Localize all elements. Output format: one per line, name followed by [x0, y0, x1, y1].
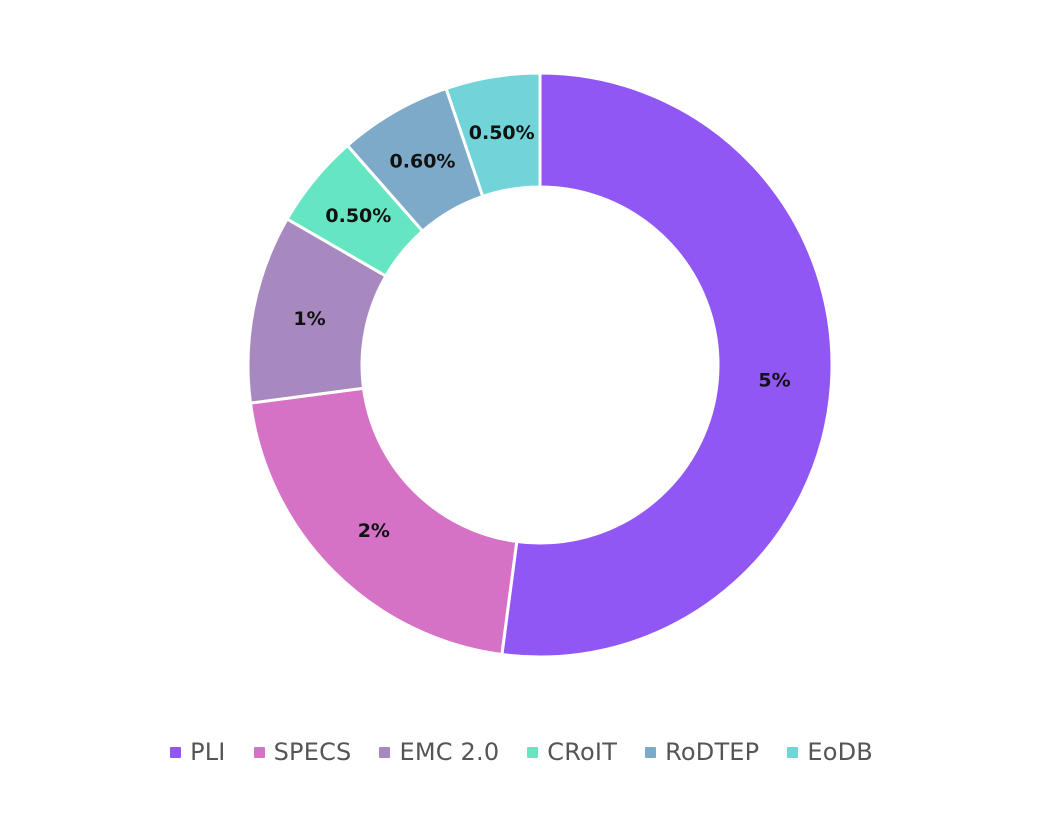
legend-item-rodtep[interactable]: RoDTEP [645, 738, 759, 766]
legend-label-pli: PLI [190, 738, 226, 766]
slice-label-croit: 0.50% [325, 205, 391, 227]
legend-swatch-emc-2-0 [379, 746, 391, 758]
slice-pli[interactable] [500, 71, 834, 659]
slice-eodb[interactable] [444, 71, 542, 199]
legend-item-croit[interactable]: CRoIT [527, 738, 617, 766]
slice-label-rodtep: 0.60% [390, 150, 456, 172]
slice-labels-group: 5% 2% 1% 0.50% 0.60% 0.50% [293, 122, 790, 542]
chart-legend: PLI SPECS EMC 2.0 CRoIT RoDTEP EoDB [0, 732, 1043, 772]
legend-label-specs: SPECS [273, 738, 352, 766]
legend-label-rodtep: RoDTEP [665, 738, 760, 766]
legend-swatch-croit [527, 746, 539, 758]
slice-label-specs: 2% [358, 520, 390, 542]
legend-swatch-eodb [787, 746, 799, 758]
slice-specs[interactable] [248, 386, 519, 657]
legend-label-eodb: EoDB [807, 738, 873, 766]
slice-label-eodb: 0.50% [469, 122, 535, 144]
legend-label-emc-2-0: EMC 2.0 [399, 738, 500, 766]
slice-label-pli: 5% [758, 369, 790, 391]
legend-swatch-rodtep [645, 746, 657, 758]
legend-item-specs[interactable]: SPECS [253, 738, 352, 766]
legend-item-pli[interactable]: PLI [170, 738, 226, 766]
legend-item-emc-2-0[interactable]: EMC 2.0 [379, 738, 499, 766]
slices-group [246, 71, 834, 659]
slice-label-emc-2-0: 1% [293, 308, 325, 330]
legend-swatch-specs [253, 746, 265, 758]
legend-swatch-pli [170, 746, 182, 758]
legend-label-croit: CRoIT [547, 738, 618, 766]
legend-item-eodb[interactable]: EoDB [787, 738, 873, 766]
